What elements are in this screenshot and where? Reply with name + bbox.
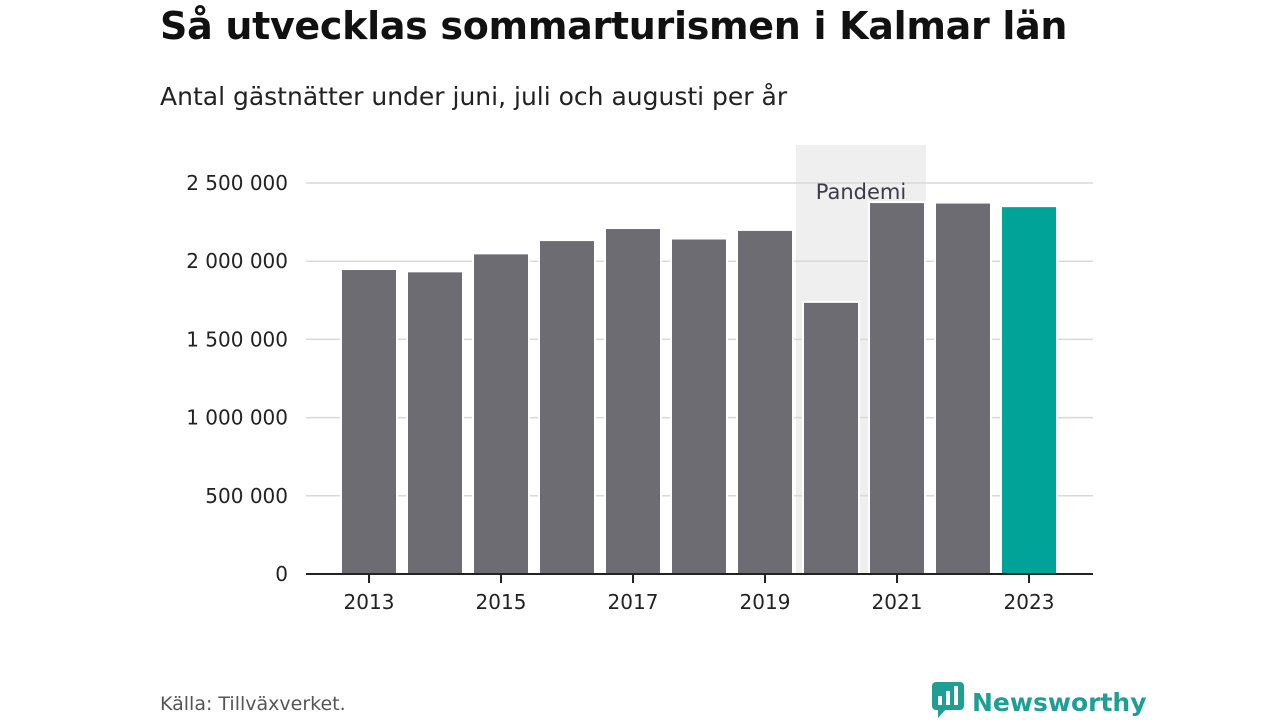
bar-2023 — [1000, 205, 1058, 576]
x-tick-label: 2021 — [872, 590, 923, 614]
bar-2021 — [868, 201, 926, 575]
bar-2014 — [406, 270, 464, 575]
bar-2015 — [472, 252, 530, 575]
x-tick-label: 2013 — [344, 590, 395, 614]
y-tick-label: 1 500 000 — [186, 327, 288, 351]
bar-2013 — [340, 268, 398, 575]
x-tick-label: 2019 — [740, 590, 791, 614]
x-tick-label: 2023 — [1004, 590, 1055, 614]
bar-2020 — [802, 300, 860, 575]
brand-name: Newsworthy — [972, 687, 1147, 717]
brand: Newsworthy — [932, 682, 1147, 722]
bar-2016 — [538, 239, 596, 575]
y-tick-label: 0 — [275, 562, 288, 586]
bar-2018 — [670, 237, 728, 575]
y-tick-label: 500 000 — [205, 484, 288, 508]
source-note: Källa: Tillväxverket. — [160, 693, 346, 715]
newsworthy-logo-icon — [932, 682, 964, 722]
y-tick-label: 2 000 000 — [186, 249, 288, 273]
bar-2019 — [736, 228, 794, 575]
y-tick-label: 2 500 000 — [186, 171, 288, 195]
bar-2022 — [934, 201, 992, 576]
y-tick-label: 1 000 000 — [186, 406, 288, 430]
bar-2017 — [604, 227, 662, 575]
chart-subtitle: Antal gästnätter under juni, juli och au… — [160, 82, 788, 111]
chart-title: Så utvecklas sommarturismen i Kalmar län — [160, 4, 1068, 48]
x-tick-label: 2015 — [476, 590, 527, 614]
annotation-label: Pandemi — [816, 180, 906, 204]
x-tick-label: 2017 — [608, 590, 659, 614]
